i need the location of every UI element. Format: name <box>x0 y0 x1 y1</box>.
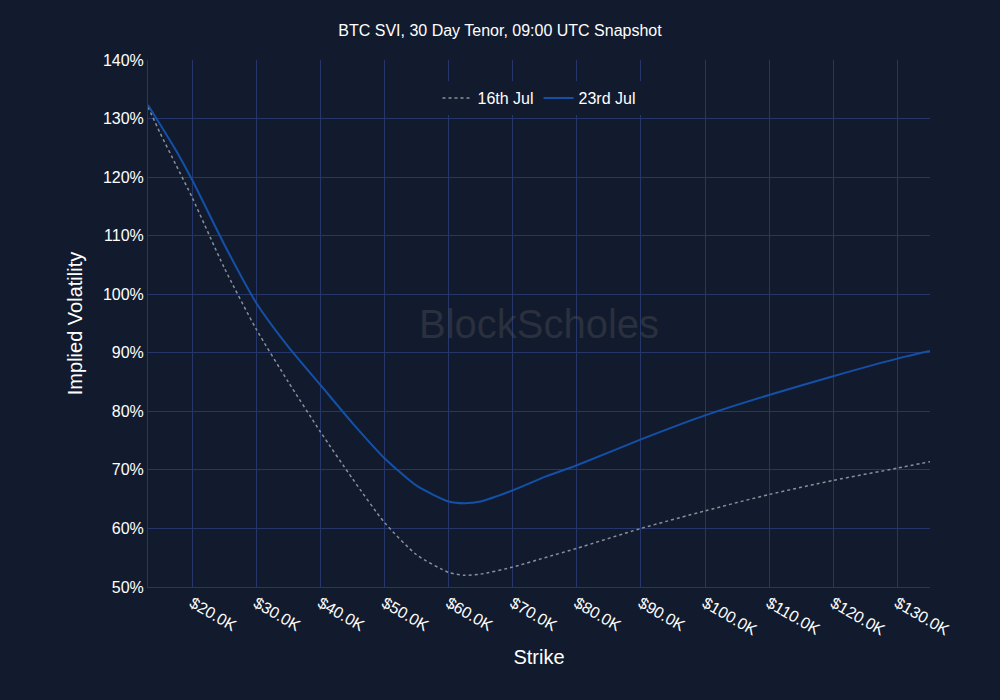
svg-text:$110.0K: $110.0K <box>764 594 823 638</box>
svg-text:80%: 80% <box>112 403 144 420</box>
svg-text:$130.0K: $130.0K <box>892 594 952 639</box>
svg-text:16th Jul: 16th Jul <box>478 90 534 107</box>
svg-text:23rd Jul: 23rd Jul <box>579 90 636 107</box>
svg-text:$60.0K: $60.0K <box>443 594 496 634</box>
svg-text:$30.0K: $30.0K <box>251 594 304 634</box>
svg-text:BTC SVI, 30 Day Tenor, 09:00 U: BTC SVI, 30 Day Tenor, 09:00 UTC Snapsho… <box>338 22 662 39</box>
svg-text:$20.0K: $20.0K <box>187 594 240 634</box>
svg-text:$40.0K: $40.0K <box>315 594 368 634</box>
svg-text:130%: 130% <box>103 110 144 127</box>
svg-text:$80.0K: $80.0K <box>571 594 624 634</box>
svg-text:Strike: Strike <box>513 646 564 668</box>
svg-text:100%: 100% <box>103 286 144 303</box>
svg-text:$120.0K: $120.0K <box>828 594 888 639</box>
svg-text:90%: 90% <box>112 344 144 361</box>
svg-text:$50.0K: $50.0K <box>379 594 432 634</box>
svg-text:60%: 60% <box>112 520 144 537</box>
svg-text:$90.0K: $90.0K <box>635 594 688 634</box>
svg-text:BlockScholes: BlockScholes <box>419 302 659 346</box>
svg-text:70%: 70% <box>112 461 144 478</box>
svg-text:Implied Volatility: Implied Volatility <box>64 252 86 395</box>
svg-text:$100.0K: $100.0K <box>700 594 760 639</box>
svg-text:120%: 120% <box>103 169 144 186</box>
svg-text:50%: 50% <box>112 579 144 596</box>
svg-text:110%: 110% <box>104 227 144 244</box>
svg-text:$70.0K: $70.0K <box>507 594 560 634</box>
svg-text:140%: 140% <box>103 52 144 69</box>
